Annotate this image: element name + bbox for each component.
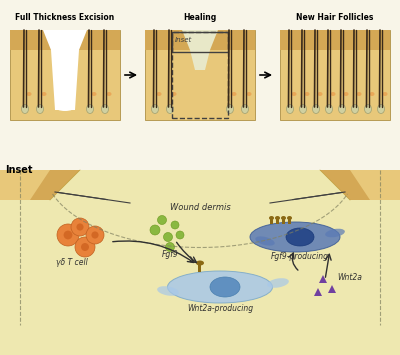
- Ellipse shape: [172, 92, 176, 96]
- Ellipse shape: [286, 104, 294, 114]
- Polygon shape: [350, 170, 400, 200]
- Polygon shape: [320, 170, 400, 200]
- Polygon shape: [0, 170, 50, 200]
- Ellipse shape: [364, 104, 372, 114]
- Ellipse shape: [86, 104, 94, 114]
- Polygon shape: [0, 170, 80, 200]
- Ellipse shape: [292, 92, 296, 96]
- Ellipse shape: [378, 104, 384, 114]
- Ellipse shape: [356, 92, 362, 96]
- Circle shape: [158, 215, 166, 224]
- Ellipse shape: [242, 104, 248, 114]
- Text: Full Thickness Excision: Full Thickness Excision: [15, 13, 115, 22]
- Polygon shape: [328, 285, 336, 293]
- Ellipse shape: [196, 261, 204, 266]
- Ellipse shape: [326, 104, 332, 114]
- Ellipse shape: [92, 92, 96, 96]
- Circle shape: [164, 233, 172, 241]
- Ellipse shape: [338, 104, 346, 114]
- Ellipse shape: [36, 104, 44, 114]
- Bar: [276, 219, 279, 224]
- Ellipse shape: [330, 92, 336, 96]
- Ellipse shape: [152, 104, 158, 114]
- Ellipse shape: [166, 104, 174, 114]
- Ellipse shape: [300, 104, 306, 114]
- Circle shape: [86, 226, 104, 244]
- Circle shape: [64, 231, 72, 239]
- Text: γδ T cell: γδ T cell: [56, 258, 88, 267]
- Ellipse shape: [42, 92, 46, 96]
- Ellipse shape: [275, 216, 280, 220]
- Text: Fgf9: Fgf9: [162, 250, 178, 259]
- Text: Wnt2a-producing: Wnt2a-producing: [187, 304, 253, 313]
- Bar: [288, 219, 291, 224]
- Circle shape: [75, 237, 95, 257]
- Ellipse shape: [325, 229, 345, 237]
- Ellipse shape: [156, 92, 162, 96]
- Bar: [270, 219, 273, 224]
- Circle shape: [171, 221, 179, 229]
- Ellipse shape: [102, 104, 108, 114]
- Circle shape: [150, 225, 160, 235]
- Bar: [172, 32, 228, 52]
- Bar: [198, 264, 201, 272]
- Ellipse shape: [26, 92, 32, 96]
- Text: Wnt2a: Wnt2a: [337, 273, 362, 282]
- Bar: [282, 219, 285, 224]
- Ellipse shape: [344, 92, 348, 96]
- Ellipse shape: [267, 278, 289, 288]
- Polygon shape: [319, 275, 327, 283]
- Text: New Hair Follicles: New Hair Follicles: [296, 13, 374, 22]
- Bar: [0, 170, 400, 355]
- Ellipse shape: [22, 104, 28, 114]
- Ellipse shape: [106, 92, 112, 96]
- Polygon shape: [182, 30, 218, 70]
- Bar: [145, 30, 255, 120]
- Circle shape: [76, 223, 84, 231]
- Bar: [280, 30, 390, 50]
- Ellipse shape: [157, 286, 179, 296]
- Circle shape: [57, 224, 79, 246]
- Bar: [145, 30, 255, 50]
- Text: Fgf9-producing: Fgf9-producing: [271, 252, 329, 261]
- Polygon shape: [314, 288, 322, 296]
- Circle shape: [91, 231, 99, 239]
- Bar: [10, 30, 120, 50]
- Ellipse shape: [318, 92, 322, 96]
- Circle shape: [81, 243, 89, 251]
- Polygon shape: [43, 30, 87, 110]
- Ellipse shape: [168, 271, 272, 303]
- Ellipse shape: [304, 92, 310, 96]
- Ellipse shape: [352, 104, 358, 114]
- Ellipse shape: [281, 216, 286, 220]
- Text: Healing: Healing: [183, 13, 217, 22]
- Ellipse shape: [55, 103, 75, 111]
- Bar: [10, 30, 120, 120]
- Ellipse shape: [370, 92, 374, 96]
- Bar: [280, 30, 390, 120]
- Ellipse shape: [382, 92, 388, 96]
- Ellipse shape: [250, 222, 340, 252]
- Ellipse shape: [232, 92, 236, 96]
- Ellipse shape: [226, 104, 234, 114]
- Ellipse shape: [269, 216, 274, 220]
- Text: Wound dermis: Wound dermis: [170, 203, 230, 212]
- Ellipse shape: [246, 92, 252, 96]
- Circle shape: [71, 218, 89, 236]
- Ellipse shape: [210, 277, 240, 297]
- Ellipse shape: [286, 228, 314, 246]
- Ellipse shape: [255, 236, 275, 246]
- Text: Inset: Inset: [175, 37, 192, 43]
- Circle shape: [176, 231, 184, 239]
- Text: Inset: Inset: [5, 165, 32, 175]
- Ellipse shape: [287, 216, 292, 220]
- Circle shape: [166, 242, 174, 251]
- Ellipse shape: [312, 104, 320, 114]
